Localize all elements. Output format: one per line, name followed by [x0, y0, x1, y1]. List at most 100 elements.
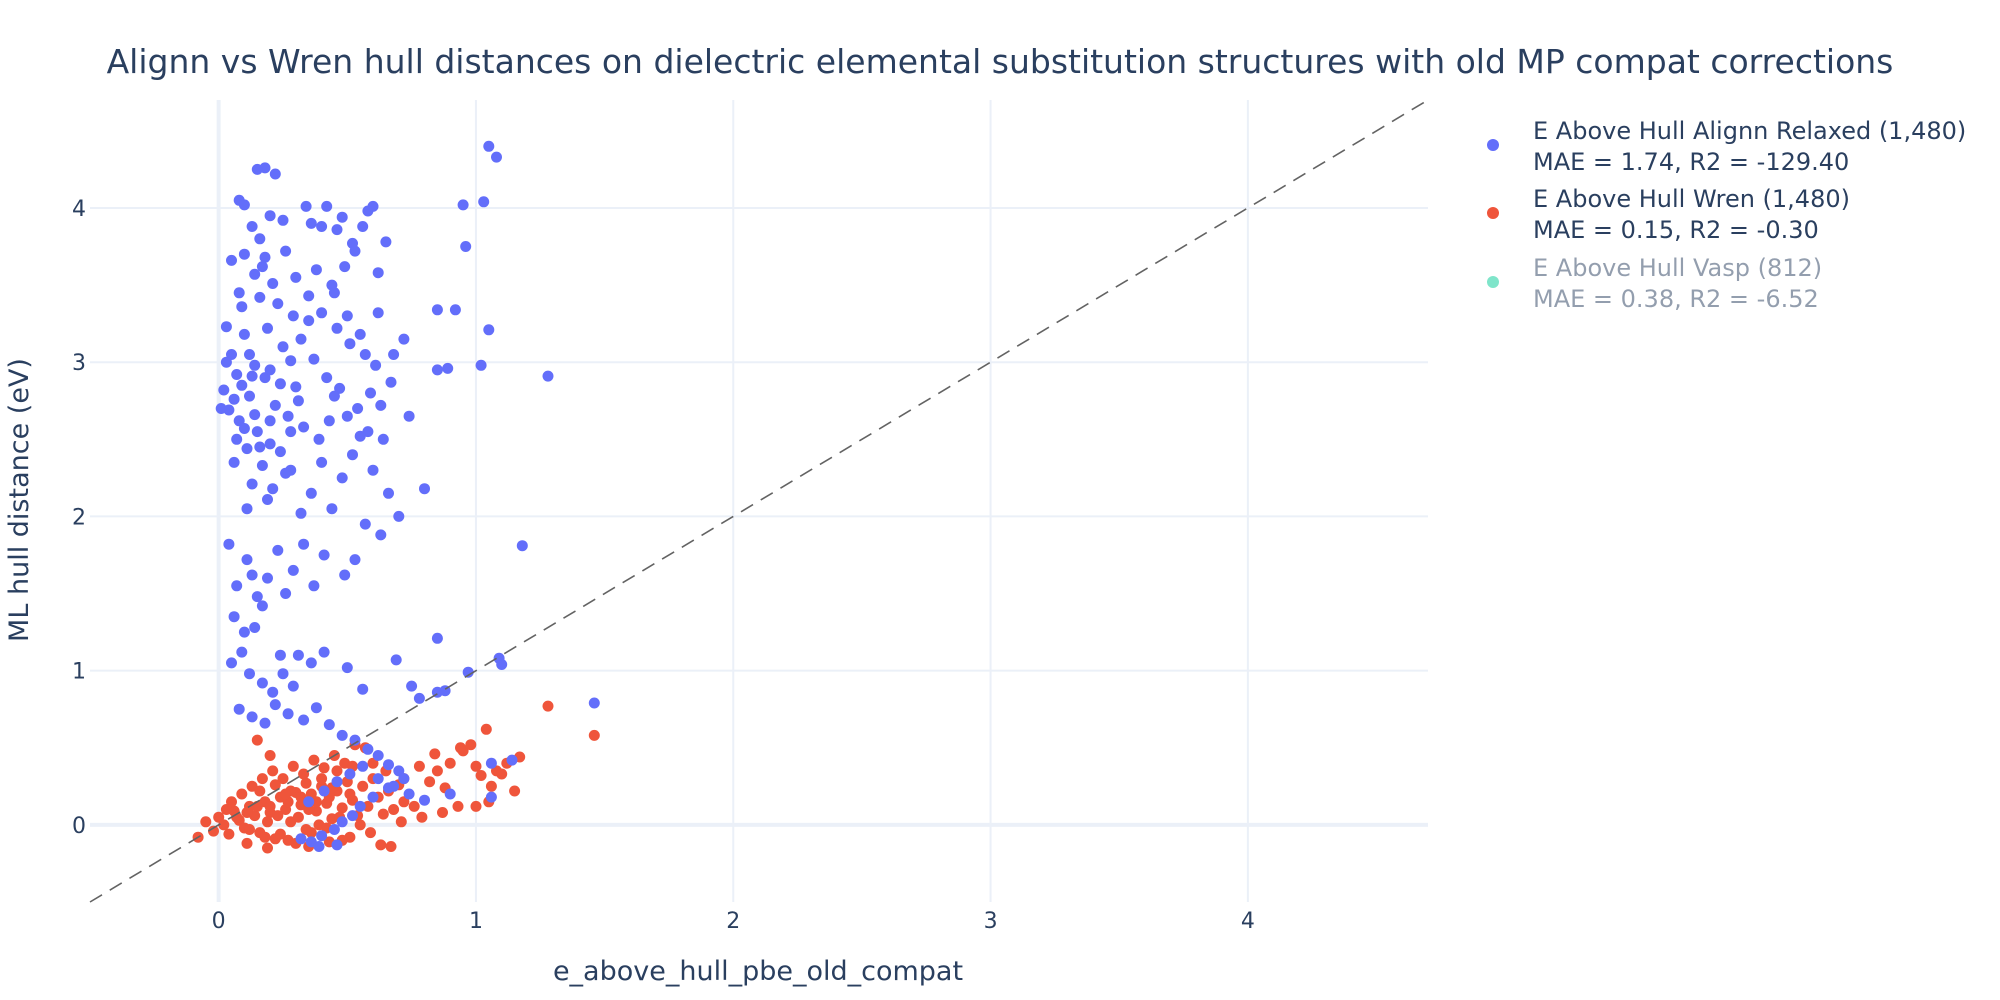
alignn-point	[354, 430, 366, 442]
alignn-point	[246, 221, 258, 232]
alignn-point	[282, 708, 294, 720]
alignn-point	[241, 443, 253, 455]
alignn-point	[269, 399, 281, 411]
wren-point	[452, 800, 464, 812]
wren-point	[542, 700, 554, 712]
alignn-point	[264, 364, 276, 376]
alignn-point	[344, 768, 356, 780]
alignn-point	[349, 554, 361, 566]
alignn-point	[362, 205, 374, 217]
wren-point	[318, 762, 330, 774]
alignn-point	[223, 538, 235, 550]
legend-label-wren: E Above Hull Wren (1,480)	[1533, 185, 1850, 213]
alignn-point	[413, 692, 425, 704]
alignn-point	[344, 338, 356, 350]
alignn-point	[303, 315, 315, 327]
grid	[90, 100, 1428, 902]
alignn-point	[256, 677, 268, 689]
wren-point	[367, 757, 379, 769]
wren-point	[303, 804, 315, 815]
alignn-point	[483, 140, 495, 152]
alignn-point	[298, 714, 310, 726]
wren-point	[218, 819, 230, 831]
alignn-point	[388, 780, 400, 792]
alignn-point	[316, 456, 328, 468]
alignn-point	[462, 666, 474, 678]
alignn-point	[251, 591, 263, 603]
y-tick-label: 2	[72, 505, 86, 530]
plot-area[interactable]	[89, 99, 1429, 903]
wren-point	[388, 804, 400, 815]
legend-stats-wren: MAE = 0.15, R2 = -0.30	[1533, 216, 1819, 244]
alignn-point	[313, 841, 325, 852]
chart-title: Alignn vs Wren hull distances on dielect…	[107, 42, 1894, 81]
alignn-point	[367, 791, 379, 803]
alignn-point	[233, 703, 245, 715]
alignn-point	[491, 151, 502, 163]
alignn-point	[318, 646, 330, 658]
alignn-point	[542, 370, 554, 382]
alignn-point	[398, 773, 410, 785]
alignn-point	[372, 307, 384, 319]
alignn-point	[444, 788, 456, 800]
alignn-point	[347, 810, 358, 822]
legend-marker-alignn	[1487, 139, 1499, 151]
wren-point	[262, 842, 273, 854]
alignn-point	[244, 390, 255, 402]
legend-stats-vasp: MAE = 0.38, R2 = -6.52	[1533, 285, 1819, 313]
wren-point	[408, 800, 420, 812]
alignn-point	[357, 760, 369, 772]
alignn-point	[383, 487, 394, 499]
legend-item-vasp[interactable]: E Above Hull Vasp (812) MAE = 0.38, R2 =…	[1487, 254, 1822, 313]
alignn-point	[359, 518, 371, 530]
alignn-point	[231, 433, 243, 445]
alignn-point	[349, 734, 361, 746]
alignn-point	[336, 729, 348, 741]
alignn-point	[341, 410, 353, 422]
legend: E Above Hull Alignn Relaxed (1,480) MAE …	[1487, 117, 1966, 313]
alignn-point	[220, 356, 232, 368]
alignn-point	[241, 554, 253, 566]
legend-item-alignn[interactable]: E Above Hull Alignn Relaxed (1,480) MAE …	[1487, 117, 1966, 176]
alignn-point	[457, 199, 469, 211]
wren-point	[251, 734, 263, 746]
wren-point	[398, 796, 410, 808]
alignn-point	[370, 359, 382, 371]
wren-point	[395, 816, 407, 828]
y-axis-title: ML hull distance (eV)	[4, 358, 35, 642]
alignn-point	[249, 622, 261, 633]
alignn-point	[231, 369, 243, 380]
wren-point	[241, 837, 253, 849]
alignn-point	[246, 478, 258, 490]
legend-marker-wren	[1487, 207, 1499, 219]
alignn-point	[339, 569, 351, 581]
y-tick-label: 1	[72, 660, 86, 685]
wren-point	[362, 800, 374, 812]
alignn-point	[246, 370, 258, 382]
alignn-point	[269, 168, 281, 180]
alignn-point	[341, 310, 353, 322]
alignn-point	[305, 487, 317, 499]
legend-item-wren[interactable]: E Above Hull Wren (1,480) MAE = 0.15, R2…	[1487, 185, 1850, 244]
alignn-point	[380, 236, 392, 248]
identity-diagonal-line	[89, 99, 1429, 903]
alignn-point	[238, 626, 250, 638]
alignn-point	[478, 196, 490, 208]
alignn-point	[321, 200, 333, 212]
y-tick-label: 4	[72, 197, 86, 222]
alignn-point	[228, 393, 240, 405]
alignn-point	[318, 785, 330, 797]
alignn-point	[259, 717, 271, 729]
alignn-point	[285, 426, 297, 438]
alignn-point	[233, 287, 245, 299]
y-axis-ticks: 0 1 2 3 4	[72, 197, 86, 839]
wren-point	[424, 776, 436, 788]
wren-point	[305, 827, 317, 839]
alignn-point	[398, 333, 410, 345]
wren-point	[200, 816, 212, 828]
wren-point	[437, 807, 448, 818]
wren-point	[231, 811, 243, 823]
alignn-point	[238, 423, 250, 434]
alignn-point	[236, 301, 248, 313]
